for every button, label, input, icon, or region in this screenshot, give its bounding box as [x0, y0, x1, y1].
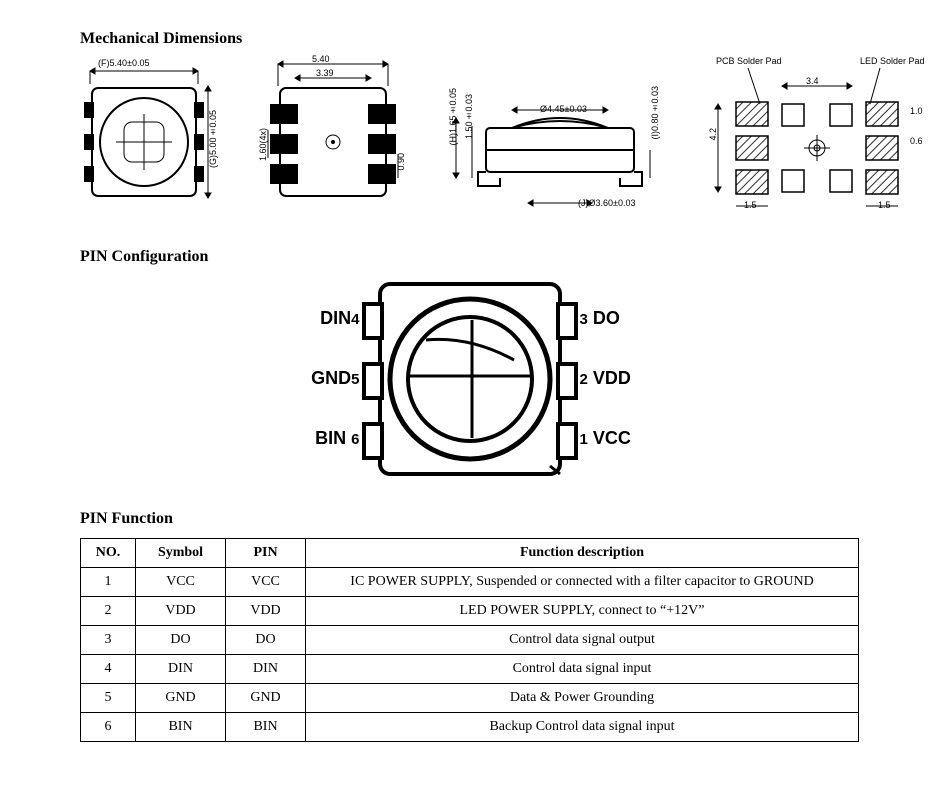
mech-view-1: (F)5.40±0.05 (G)5.00±0.05	[80, 58, 220, 228]
table-row: 6BINBINBackup Control data signal input	[81, 713, 859, 742]
pin-function-table: NO. Symbol PIN Function description 1VCC…	[80, 538, 859, 742]
table-cell: Backup Control data signal input	[306, 713, 859, 742]
pin-config-diagram: DIN4 GND5 BIN 6 3 DO 2 VDD 1 VCC	[250, 276, 690, 486]
dim-J: (J)Ø3.60±0.03	[578, 198, 635, 208]
table-row: 5GNDGNDData & Power Grounding	[81, 684, 859, 713]
table-row: 3DODOControl data signal output	[81, 626, 859, 655]
table-header-row: NO. Symbol PIN Function description	[81, 539, 859, 568]
mechanical-diagrams-row: (F)5.40±0.05 (G)5.00±0.05	[80, 58, 859, 228]
section-title-pinfn: PIN Function	[80, 510, 859, 528]
dim-H: (H)1.65±0.05	[448, 88, 458, 146]
label-pcb-pad: PCB Solder Pad	[716, 56, 782, 66]
table-cell: VCC	[136, 568, 226, 597]
table-cell: 4	[81, 655, 136, 684]
dim-F: (F)5.40±0.05	[98, 58, 149, 68]
table-cell: Data & Power Grounding	[306, 684, 859, 713]
table-cell: VDD	[226, 597, 306, 626]
table-row: 4DINDINControl data signal input	[81, 655, 859, 684]
dim-pad-side1: 1.5	[744, 200, 757, 210]
mech-view-2: 5.40 3.39 1.60(4x) 0.90	[260, 58, 410, 228]
th-desc: Function description	[306, 539, 859, 568]
table-cell: 2	[81, 597, 136, 626]
table-cell: BIN	[226, 713, 306, 742]
dim-top-outer: 5.40	[312, 54, 330, 64]
section-title-pinconfig: PIN Configuration	[80, 248, 859, 266]
mech-view-3: (H)1.65±0.05 1.50±0.03 Ø4.45±0.03 (I)0.8…	[450, 58, 670, 228]
table-row: 2VDDVDDLED POWER SUPPLY, connect to “+12…	[81, 597, 859, 626]
table-cell: BIN	[136, 713, 226, 742]
dim-G: (G)5.00±0.05	[208, 110, 218, 168]
dim-left-h: 1.60(4x)	[258, 128, 268, 161]
table-cell: DIN	[136, 655, 226, 684]
pin-config-diagram-wrap: DIN4 GND5 BIN 6 3 DO 2 VDD 1 VCC	[80, 276, 859, 486]
table-cell: VCC	[226, 568, 306, 597]
table-cell: DO	[136, 626, 226, 655]
table-cell: Control data signal input	[306, 655, 859, 684]
th-pin: PIN	[226, 539, 306, 568]
th-symbol: Symbol	[136, 539, 226, 568]
table-cell: VDD	[136, 597, 226, 626]
table-cell: 6	[81, 713, 136, 742]
dim-top-inner: 3.39	[316, 68, 334, 78]
table-cell: IC POWER SUPPLY, Suspended or connected …	[306, 568, 859, 597]
dim-pad-topw: 3.4	[806, 76, 819, 86]
table-cell: LED POWER SUPPLY, connect to “+12V”	[306, 597, 859, 626]
table-cell: Control data signal output	[306, 626, 859, 655]
dim-right-h: 0.90	[396, 153, 406, 171]
table-cell: DIN	[226, 655, 306, 684]
dim-pad-h: 4.2	[708, 128, 718, 141]
table-cell: 1	[81, 568, 136, 597]
dim-inner-h: 1.50±0.03	[464, 94, 474, 139]
mech-view-4: PCB Solder Pad LED Solder Pad 3.4 4.2 1.…	[710, 58, 930, 228]
table-cell: 5	[81, 684, 136, 713]
dim-I: (I)0.80±0.03	[650, 86, 660, 140]
label-led-pad: LED Solder Pad	[860, 56, 925, 66]
table-cell: 3	[81, 626, 136, 655]
table-cell: DO	[226, 626, 306, 655]
dim-diameter: Ø4.45±0.03	[540, 104, 587, 114]
section-title-mech: Mechanical Dimensions	[80, 30, 859, 48]
table-row: 1VCCVCCIC POWER SUPPLY, Suspended or con…	[81, 568, 859, 597]
dim-pad-side2: 1.5	[878, 200, 891, 210]
dim-pad-ih1: 1.0	[910, 106, 923, 116]
th-no: NO.	[81, 539, 136, 568]
table-cell: GND	[136, 684, 226, 713]
dim-pad-ih2: 0.6	[910, 136, 923, 146]
table-cell: GND	[226, 684, 306, 713]
